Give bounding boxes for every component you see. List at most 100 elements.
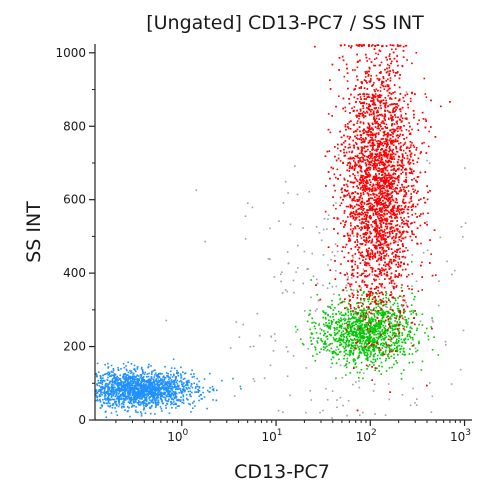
- data-point: [372, 348, 374, 351]
- data-point: [164, 398, 167, 401]
- data-point: [372, 390, 375, 392]
- data-point: [102, 379, 105, 382]
- data-point: [426, 249, 429, 252]
- data-point: [353, 308, 356, 311]
- data-point: [125, 377, 128, 380]
- data-point: [355, 333, 357, 335]
- data-point: [185, 380, 188, 383]
- data-point: [121, 389, 123, 391]
- data-point: [450, 383, 453, 385]
- data-point: [376, 330, 378, 333]
- data-point: [363, 352, 366, 355]
- data-point: [130, 396, 133, 398]
- data-point: [282, 411, 284, 413]
- data-point: [109, 390, 111, 392]
- data-point: [115, 394, 118, 397]
- data-point: [148, 397, 150, 400]
- data-point: [373, 347, 375, 349]
- data-point: [174, 378, 177, 380]
- data-point: [347, 314, 350, 317]
- data-point: [165, 388, 167, 391]
- data-point: [139, 377, 142, 379]
- data-point: [281, 292, 284, 294]
- data-point: [111, 374, 113, 376]
- data-point: [150, 365, 152, 367]
- data-point: [120, 383, 122, 386]
- data-point: [204, 240, 206, 243]
- data-point: [374, 324, 376, 327]
- data-point: [393, 324, 396, 326]
- data-point: [151, 393, 154, 396]
- data-point: [326, 399, 329, 401]
- data-point: [129, 369, 131, 372]
- data-point: [396, 345, 399, 348]
- data-point: [125, 395, 128, 398]
- data-point: [173, 379, 175, 382]
- data-point: [365, 333, 367, 335]
- data-point: [172, 390, 174, 393]
- data-point: [117, 388, 119, 391]
- data-point: [382, 320, 384, 323]
- data-point: [360, 287, 363, 289]
- data-point: [337, 318, 340, 321]
- data-point: [168, 382, 170, 385]
- data-point: [159, 396, 162, 399]
- data-point: [132, 382, 135, 385]
- data-point: [331, 303, 333, 306]
- data-point: [337, 340, 340, 342]
- data-point: [150, 393, 153, 395]
- data-point: [134, 396, 137, 398]
- data-point: [316, 308, 318, 310]
- data-point: [378, 349, 380, 351]
- data-point: [430, 411, 433, 413]
- data-point: [394, 347, 396, 350]
- data-point: [138, 400, 140, 402]
- data-point: [367, 298, 369, 301]
- data-point: [176, 383, 179, 385]
- data-point: [134, 387, 136, 389]
- data-point: [120, 380, 122, 382]
- data-point: [347, 353, 349, 356]
- data-point: [415, 314, 418, 316]
- data-point: [101, 404, 104, 407]
- data-point: [112, 377, 115, 379]
- data-point: [101, 394, 103, 396]
- data-point: [125, 374, 128, 376]
- data-point: [314, 327, 317, 330]
- data-point: [149, 386, 152, 388]
- data-point: [141, 390, 143, 393]
- data-point: [156, 393, 158, 395]
- data-point: [293, 291, 295, 294]
- data-point: [359, 336, 361, 338]
- data-point: [405, 301, 407, 304]
- data-point: [391, 315, 393, 317]
- data-point: [347, 276, 349, 278]
- data-point: [115, 400, 118, 403]
- data-point: [252, 345, 255, 348]
- data-point: [396, 307, 399, 310]
- data-point: [327, 331, 329, 333]
- data-point: [386, 306, 388, 308]
- data-point: [135, 381, 138, 383]
- data-point: [163, 393, 166, 395]
- data-point: [107, 401, 110, 404]
- data-point: [128, 376, 130, 379]
- data-point: [124, 409, 126, 411]
- data-point: [103, 386, 105, 388]
- data-point: [173, 393, 176, 396]
- data-point: [184, 384, 187, 387]
- data-point: [386, 316, 388, 318]
- data-point: [337, 218, 340, 220]
- data-point: [315, 331, 318, 334]
- data-point: [352, 339, 354, 341]
- data-point: [328, 350, 331, 352]
- data-point: [169, 382, 171, 385]
- data-point: [357, 346, 360, 348]
- data-point: [329, 325, 332, 327]
- data-point: [357, 311, 360, 314]
- data-point: [145, 394, 147, 396]
- data-point: [118, 398, 121, 400]
- data-point: [188, 381, 191, 384]
- data-point: [362, 372, 365, 374]
- data-point: [143, 405, 145, 407]
